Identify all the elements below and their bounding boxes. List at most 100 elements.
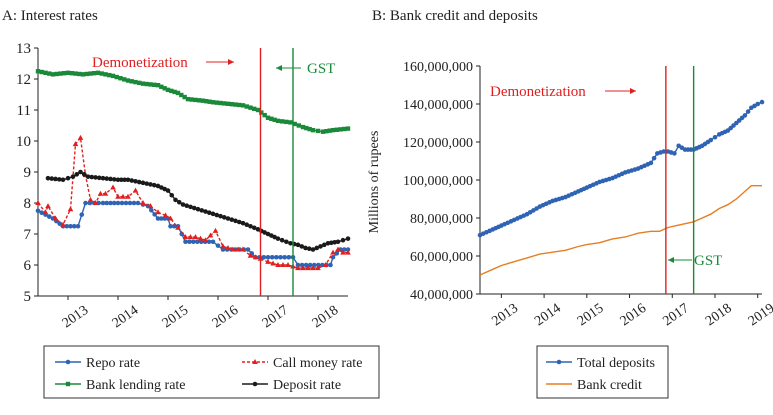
panel-a-annotations: Demonetization GST [92, 48, 335, 296]
panel-a-series-point [206, 210, 212, 215]
panel-a-series-point [99, 71, 104, 76]
legend-label: Total deposits [577, 356, 655, 371]
panel-a-series-point [248, 105, 253, 110]
panel-a-series-point [140, 180, 146, 186]
panel-a-series-point [247, 252, 254, 258]
panel-b-annotation-label: GST [694, 253, 722, 269]
panel-a-series-point [184, 203, 190, 209]
panel-a-series-point [220, 243, 226, 249]
panel-a-series-point [199, 208, 205, 213]
panel-a-series-point [314, 245, 320, 251]
panel-a-series-point [77, 71, 82, 77]
panel-a-series-point [159, 216, 164, 221]
panel-a-series-point [330, 254, 336, 260]
panel-a-series-point [127, 200, 133, 206]
panel-a-series-point [315, 128, 321, 134]
panel-a-series-point [35, 200, 41, 205]
panel-a-series-point [151, 182, 157, 188]
panel-a-series-point [175, 90, 181, 96]
panel-b-legend: Total deposits Bank credit [536, 345, 669, 399]
panel-a-series-point [136, 179, 142, 185]
panel-a-series-point [64, 223, 70, 229]
panel-a-series-point [342, 126, 347, 132]
panel-a-series-line [37, 202, 348, 266]
panel-a-series [35, 69, 351, 271]
panel-a-series-point [269, 116, 274, 121]
panel-a-series-point [162, 86, 167, 91]
panel-a-series-point [334, 251, 340, 256]
panel-a-series-point [57, 221, 62, 226]
panel-a-series-point [244, 222, 250, 227]
panel-a-series-point [162, 212, 169, 218]
panel-a-series-point [340, 249, 346, 255]
panel-a-series-point [200, 98, 206, 103]
panel-a-title: A: Interest rates [2, 8, 98, 24]
panel-a-series-point [95, 70, 101, 75]
panel-a-series-point [80, 72, 86, 77]
panel-a-series-point [111, 177, 117, 182]
panel-a-series-point [185, 96, 191, 102]
panel-a-series-point [122, 177, 127, 183]
panel-a-series-point [320, 129, 326, 134]
panel-a-series-point [324, 128, 329, 134]
panel-a-series-point [148, 82, 153, 87]
panel-b-series-point [708, 137, 714, 143]
panel-a-legend-frame [43, 345, 380, 399]
panel-a-series-point [104, 176, 110, 181]
panel-a-series-point [50, 72, 56, 77]
panel-a-series-point [261, 254, 267, 260]
panel-a-series-point [214, 212, 220, 218]
panel-a-series-point [191, 239, 196, 245]
panel-a-series-point [103, 72, 108, 77]
panel-b-y-tick-label: 120,000,000 [403, 136, 473, 151]
panel-a-series-point [321, 242, 327, 248]
panel-a-series-point [335, 246, 341, 252]
panel-a-series-point [140, 200, 146, 205]
panel-b-annotation-arrowhead [668, 257, 674, 263]
panel-a-series-point [310, 127, 316, 133]
panel-a-series-point [285, 262, 291, 267]
panel-a-series-point [35, 69, 41, 74]
panel-a-series-point [240, 103, 246, 108]
panel-a-y-tick-label: 8 [24, 196, 32, 212]
panel-a-series-point [310, 247, 316, 252]
panel-a-series-point [295, 262, 301, 268]
panel-a-series-point [39, 210, 45, 215]
panel-a-y-tick-label: 11 [17, 103, 31, 119]
panel-b-series-point [672, 151, 677, 156]
panel-b-series-point [759, 99, 765, 105]
panel-a-series-point [303, 245, 308, 251]
panel-b-y-tick-label: 100,000,000 [403, 174, 473, 189]
panel-a-series-point [97, 190, 104, 196]
panel-a-series-point [193, 97, 198, 103]
panel-a-series-point [115, 177, 121, 183]
panel-a-series-point [222, 101, 227, 106]
panel-a-legend: Repo rate Call money rate Bank lending rat… [43, 345, 380, 399]
panel-a-series-point [46, 214, 52, 219]
panel-a-series-point [221, 215, 227, 220]
panel-a-series-point [129, 178, 135, 183]
panel-a-series-point [278, 254, 283, 260]
panel-a-series-point [334, 127, 339, 132]
legend-label: Deposit rate [273, 378, 341, 393]
panel-a-series-point [147, 203, 154, 209]
panel-a-series-point [54, 71, 59, 77]
panel-a-series-point [191, 205, 197, 211]
panel-a-series-point [111, 200, 117, 206]
panel-a-series-point [270, 260, 276, 266]
panel-a-series-point [168, 223, 173, 229]
panel-a-series-point [269, 254, 275, 260]
panel-a-series-point [203, 209, 208, 214]
panel-a-series-point [87, 196, 94, 202]
panel-a-series-point [115, 200, 121, 206]
panel-b-series-point [648, 160, 654, 166]
panel-a-series-point [102, 190, 109, 196]
panel-a-series-point [286, 254, 292, 260]
panel-a-series-point [272, 117, 277, 123]
panel-a-series-point [47, 71, 52, 76]
panel-a-y-tick-label: 10 [16, 134, 31, 150]
panel-a-series-point [330, 127, 336, 133]
panel-a-series-point [284, 239, 289, 245]
panel-a-series-point [71, 223, 77, 229]
panel-a-series-point [118, 76, 123, 81]
